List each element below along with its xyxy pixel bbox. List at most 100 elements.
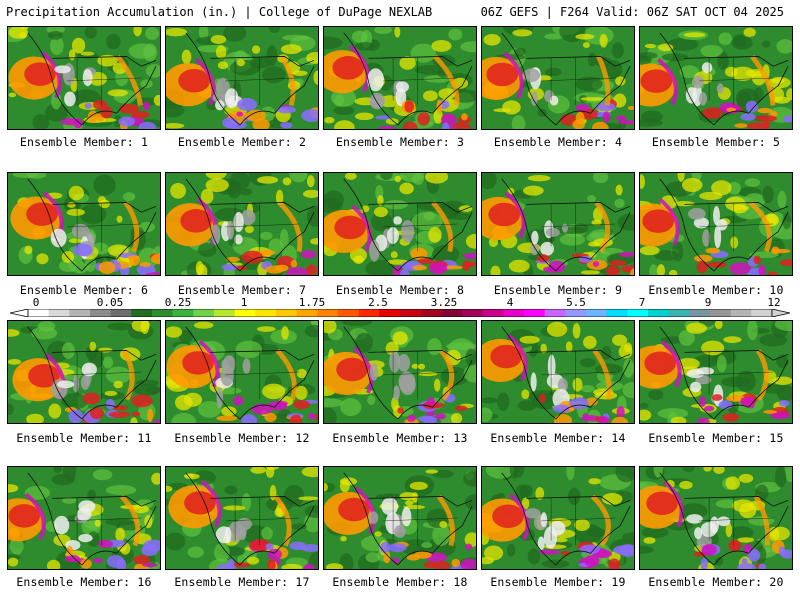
precip-shade — [324, 321, 337, 334]
colorbar-segment — [648, 309, 669, 317]
precip-shade — [714, 321, 723, 330]
precip-shade — [30, 326, 58, 340]
precip-shade — [616, 406, 625, 418]
precip-shade — [670, 416, 687, 423]
precip-shade — [141, 544, 158, 557]
precip-map — [8, 27, 160, 129]
precip-shade — [147, 408, 154, 423]
state-borders — [383, 203, 458, 252]
colorbar-tick-label: 0.05 — [96, 296, 124, 309]
dry-area — [692, 75, 705, 89]
precip-shade — [107, 89, 128, 97]
precip-shade — [648, 389, 664, 401]
state-borders — [541, 203, 616, 252]
precip-shade — [187, 546, 204, 558]
coastline — [239, 360, 315, 420]
precip-shade — [575, 103, 590, 112]
precip-shade — [264, 412, 277, 423]
precip-shade — [586, 528, 607, 537]
precip-shade — [313, 70, 318, 85]
dry-area — [395, 87, 407, 107]
precip-shade — [767, 271, 778, 275]
precip-shade — [166, 103, 185, 118]
colorbar-segment — [606, 309, 628, 317]
precip-shade — [705, 247, 721, 254]
precip-shade — [660, 336, 685, 344]
coastline — [27, 32, 83, 126]
dry-area — [224, 526, 232, 544]
country-border — [368, 202, 473, 213]
precip-shade — [192, 470, 217, 485]
precip-map — [482, 321, 634, 423]
precip-shade — [145, 64, 160, 78]
precip-shade — [378, 125, 396, 129]
dry-area — [50, 228, 67, 248]
precip-shade — [595, 102, 616, 112]
country-border — [52, 350, 157, 361]
precip-shade — [99, 199, 110, 209]
state-borders — [67, 57, 142, 106]
dry-area — [557, 377, 568, 393]
precip-shade — [345, 173, 357, 180]
precip-shade — [482, 557, 494, 565]
precip-map — [640, 173, 792, 275]
precip-shade — [683, 32, 706, 38]
precip-band — [658, 198, 680, 246]
precip-shade — [713, 467, 725, 474]
precip-shade — [613, 545, 634, 555]
colorbar-segment — [710, 309, 731, 317]
precip-shade — [284, 484, 305, 507]
dry-area — [397, 354, 411, 372]
coastline — [81, 360, 157, 420]
precip-shade — [745, 100, 758, 113]
precip-shade — [261, 249, 275, 256]
precip-shade — [229, 173, 251, 190]
precip-band — [40, 51, 62, 99]
precip-shade — [521, 389, 530, 400]
precip-shade — [580, 270, 600, 275]
precip-shade — [701, 340, 725, 356]
precip-shade — [574, 519, 590, 532]
dry-area — [227, 521, 243, 543]
precip-band — [277, 200, 303, 252]
ensemble-member-label: Ensemble Member: 17 — [174, 575, 310, 589]
precip-shade — [428, 227, 442, 243]
colorbar-segment — [131, 309, 153, 317]
precip-shade — [226, 256, 240, 262]
state-borders — [225, 351, 300, 400]
precip-shade — [68, 238, 83, 244]
precip-shade — [51, 92, 62, 110]
precip-band — [755, 349, 769, 401]
colorbar-segment — [69, 309, 91, 317]
precip-shade — [649, 264, 658, 275]
coastline — [27, 472, 83, 566]
precip-shade — [238, 188, 253, 196]
precip-shade — [601, 345, 612, 360]
precip-shade — [8, 359, 22, 365]
colorbar-tick-label: 7 — [638, 296, 646, 309]
coastline — [555, 360, 631, 420]
precip-shade — [506, 543, 516, 557]
precip-shade — [615, 184, 623, 196]
precip-colorbar: 0 0.05 0.25 1 1.75 2.5 3.25 4 5.5 7 9 12 — [10, 296, 790, 319]
coastline — [501, 32, 557, 126]
precip-shade — [572, 377, 583, 392]
ensemble-map-panel — [7, 26, 161, 130]
precip-shade — [718, 32, 733, 46]
precip-shade — [588, 241, 600, 247]
precip-shade — [306, 264, 318, 275]
country-border — [684, 202, 789, 213]
country-border — [210, 202, 315, 213]
precip-shade — [282, 177, 292, 186]
colorbar-segment — [544, 309, 566, 317]
precip-shade — [575, 33, 595, 40]
dry-area — [522, 68, 541, 82]
precip-band — [279, 55, 296, 107]
colorbar-segment — [276, 309, 297, 317]
precip-shade — [640, 118, 663, 127]
precip-shade — [341, 321, 373, 327]
precip-shade — [682, 467, 695, 473]
precip-band — [436, 494, 456, 547]
colorbar-min-arrow — [10, 309, 29, 317]
precip-shade — [397, 407, 404, 414]
